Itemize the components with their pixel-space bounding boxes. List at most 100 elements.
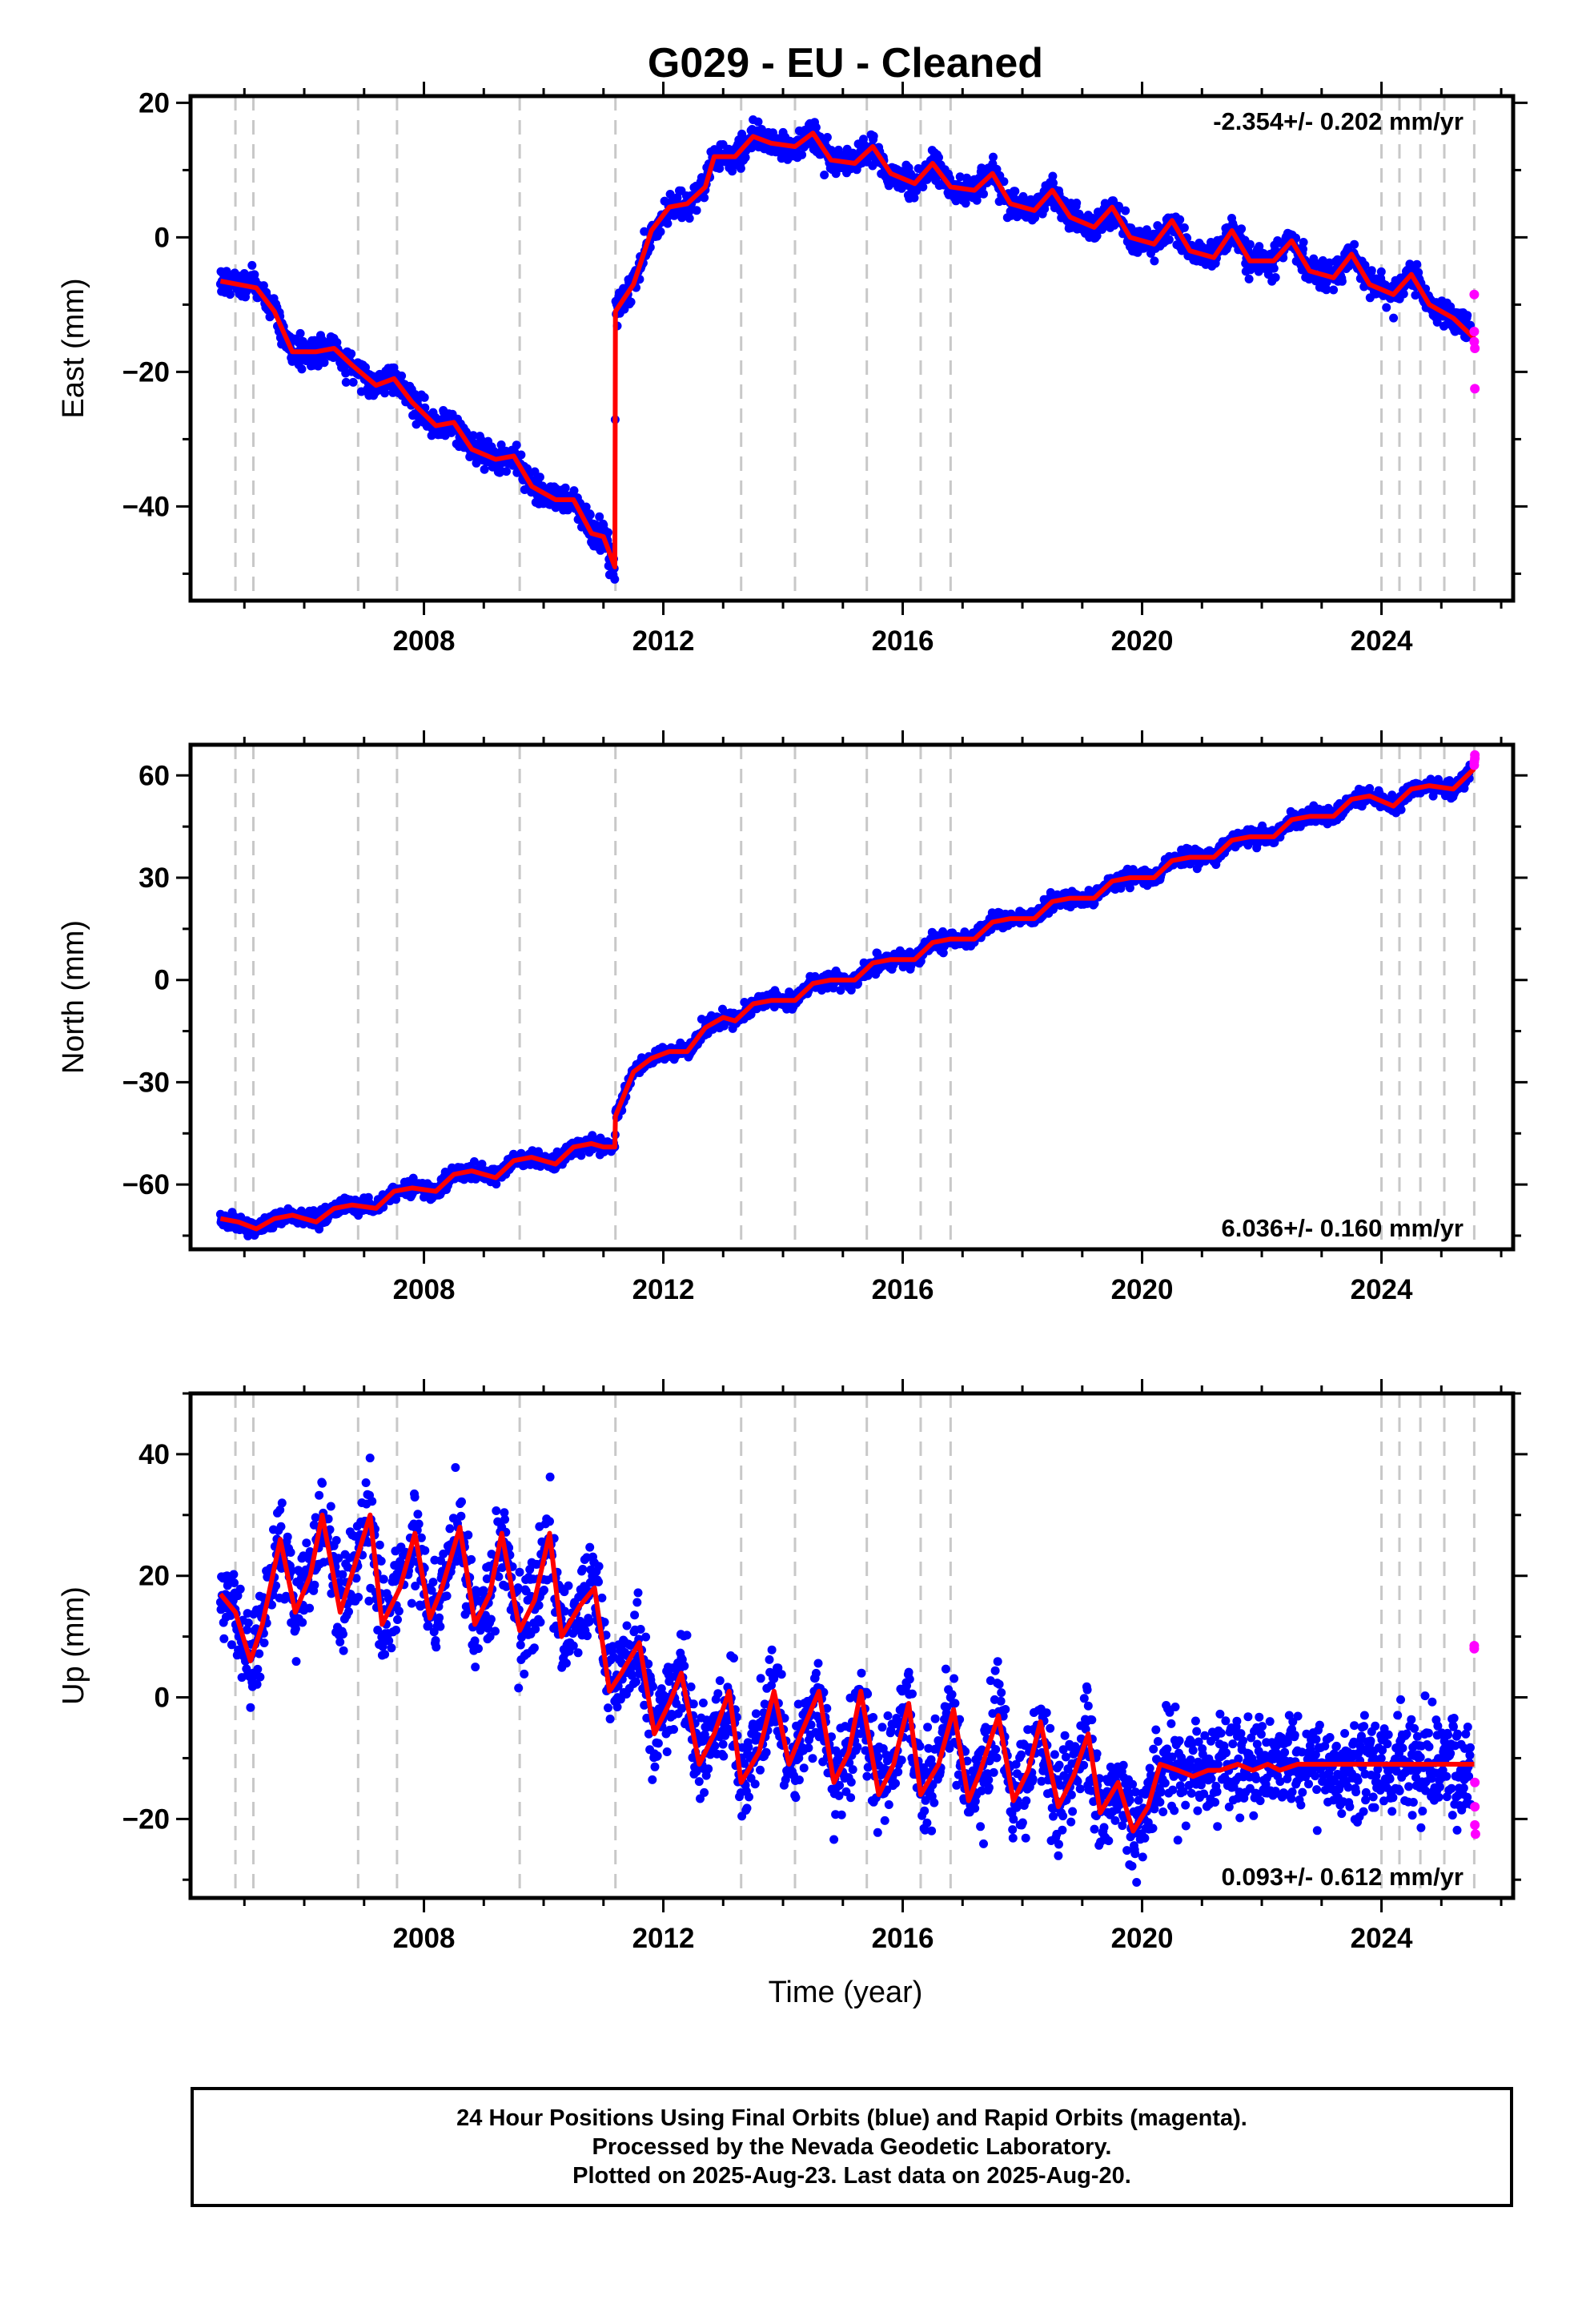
east-final-orbit-point	[1432, 317, 1442, 327]
north-final-orbit-point	[938, 948, 948, 958]
north-final-orbit-point	[477, 1160, 487, 1169]
east-final-orbit-point	[247, 260, 257, 270]
north-final-orbit-point	[391, 1195, 401, 1204]
east-final-orbit-point	[560, 483, 570, 493]
east-final-orbit-point	[1350, 239, 1359, 249]
east-final-orbit-point	[961, 199, 970, 208]
north-final-orbit-point	[492, 1180, 501, 1189]
east-x-tick-label: 2012	[632, 625, 695, 657]
east-final-orbit-point	[831, 169, 841, 179]
east-final-orbit-point	[1269, 263, 1279, 273]
east-final-orbit-point	[1329, 285, 1339, 295]
east-final-orbit-point	[1271, 273, 1280, 282]
east-final-orbit-point	[1367, 266, 1376, 275]
east-final-orbit-point	[420, 392, 429, 402]
east-final-orbit-point	[412, 420, 421, 429]
east-final-orbit-point	[700, 193, 709, 203]
east-final-orbit-point	[1389, 313, 1399, 323]
east-x-tick-label: 2016	[872, 625, 934, 657]
east-final-orbit-point	[820, 171, 829, 179]
east-final-orbit-point	[869, 131, 878, 141]
east-final-orbit-point	[663, 219, 673, 228]
east-final-orbit-point	[626, 297, 636, 307]
chart-title: G029 - EU - Cleaned	[648, 40, 1043, 86]
east-final-orbit-point	[348, 377, 358, 387]
east-final-orbit-point	[610, 574, 620, 584]
east-final-orbit-point	[673, 193, 682, 203]
east-final-orbit-point	[934, 153, 943, 163]
east-final-orbit-point	[585, 510, 595, 520]
east-final-orbit-point	[822, 133, 832, 142]
east-final-orbit-point	[259, 281, 268, 291]
east-final-orbit-point	[1114, 202, 1123, 211]
east-final-orbit-point	[480, 464, 489, 474]
east-rapid-orbit-point	[1470, 344, 1480, 353]
east-final-orbit-point	[495, 468, 504, 477]
east-final-orbit-point	[753, 117, 763, 127]
east-final-orbit-point	[1237, 224, 1247, 234]
east-final-orbit-point	[332, 338, 342, 348]
east-final-orbit-point	[319, 358, 329, 368]
east-rate-label: -2.354+/- 0.202 mm/yr	[1213, 107, 1464, 135]
east-final-orbit-point	[1179, 223, 1189, 232]
north-final-orbit-point	[408, 1173, 418, 1183]
east-x-tick-label: 2024	[1351, 625, 1413, 657]
east-final-orbit-point	[811, 123, 821, 132]
east-plot-area	[215, 96, 1480, 601]
east-final-orbit-point	[1360, 260, 1370, 270]
north-final-orbit-point	[469, 1157, 479, 1166]
east-final-orbit-point	[1175, 215, 1185, 224]
east-final-orbit-point	[1150, 256, 1159, 266]
east-final-orbit-point	[1337, 276, 1347, 286]
east-x-tick-label: 2020	[1111, 625, 1174, 657]
east-rapid-orbit-point	[1470, 384, 1480, 394]
east-final-orbit-point	[1030, 213, 1040, 223]
east-final-orbit-point	[692, 206, 701, 215]
east-final-orbit-point	[736, 163, 745, 173]
east-y-axis-label: East (mm)	[57, 278, 90, 418]
east-y-tick-label: −20	[122, 356, 170, 388]
east-final-orbit-point	[1412, 259, 1422, 269]
east-final-orbit-point	[502, 467, 511, 476]
east-final-orbit-point	[1164, 235, 1174, 244]
east-final-orbit-point	[1263, 270, 1273, 279]
east-final-orbit-point	[1322, 285, 1331, 295]
north-final-orbit-points	[215, 760, 1476, 1240]
east-y-tick-label: 0	[155, 222, 170, 253]
east-final-orbit-point	[225, 290, 235, 300]
east-final-orbit-point	[1463, 311, 1472, 320]
north-final-orbit-point	[846, 985, 856, 995]
east-final-orbit-point	[1072, 199, 1082, 207]
east-final-orbit-point	[347, 349, 356, 359]
east-final-orbit-point	[1299, 238, 1308, 247]
north-final-orbit-point	[1049, 905, 1058, 914]
north-final-orbit-point	[576, 1151, 586, 1160]
east-final-orbit-point	[569, 486, 579, 496]
east-final-orbit-point	[640, 227, 649, 236]
north-final-orbit-point	[1387, 790, 1397, 800]
north-plot-area	[215, 745, 1480, 1249]
east-final-orbit-point	[989, 152, 998, 162]
east-final-orbit-point	[341, 377, 351, 387]
north-final-orbit-point	[769, 1003, 779, 1011]
east-final-orbit-point	[1092, 231, 1102, 241]
east-final-orbit-point	[1049, 179, 1058, 187]
north-final-orbit-point	[1396, 805, 1406, 814]
east-final-orbit-point	[297, 364, 307, 374]
east-final-orbit-point	[516, 450, 526, 460]
east-final-orbit-point	[1411, 291, 1420, 300]
east-final-orbit-point	[295, 328, 305, 338]
east-final-orbit-point	[512, 440, 521, 450]
east-y-tick-label: −40	[122, 491, 170, 522]
east-final-orbit-point	[1245, 239, 1255, 249]
east-final-orbit-point	[1299, 244, 1307, 254]
east-final-orbit-point	[999, 177, 1009, 187]
north-final-orbit-point	[1046, 888, 1055, 897]
east-final-orbit-point	[1399, 289, 1408, 299]
east-final-orbit-point	[741, 153, 750, 163]
east-x-tick-label: 2008	[393, 625, 456, 657]
east-final-orbit-point	[1048, 171, 1058, 181]
east-y-tick-label: 20	[139, 87, 170, 119]
east-final-orbit-point	[1010, 187, 1020, 196]
